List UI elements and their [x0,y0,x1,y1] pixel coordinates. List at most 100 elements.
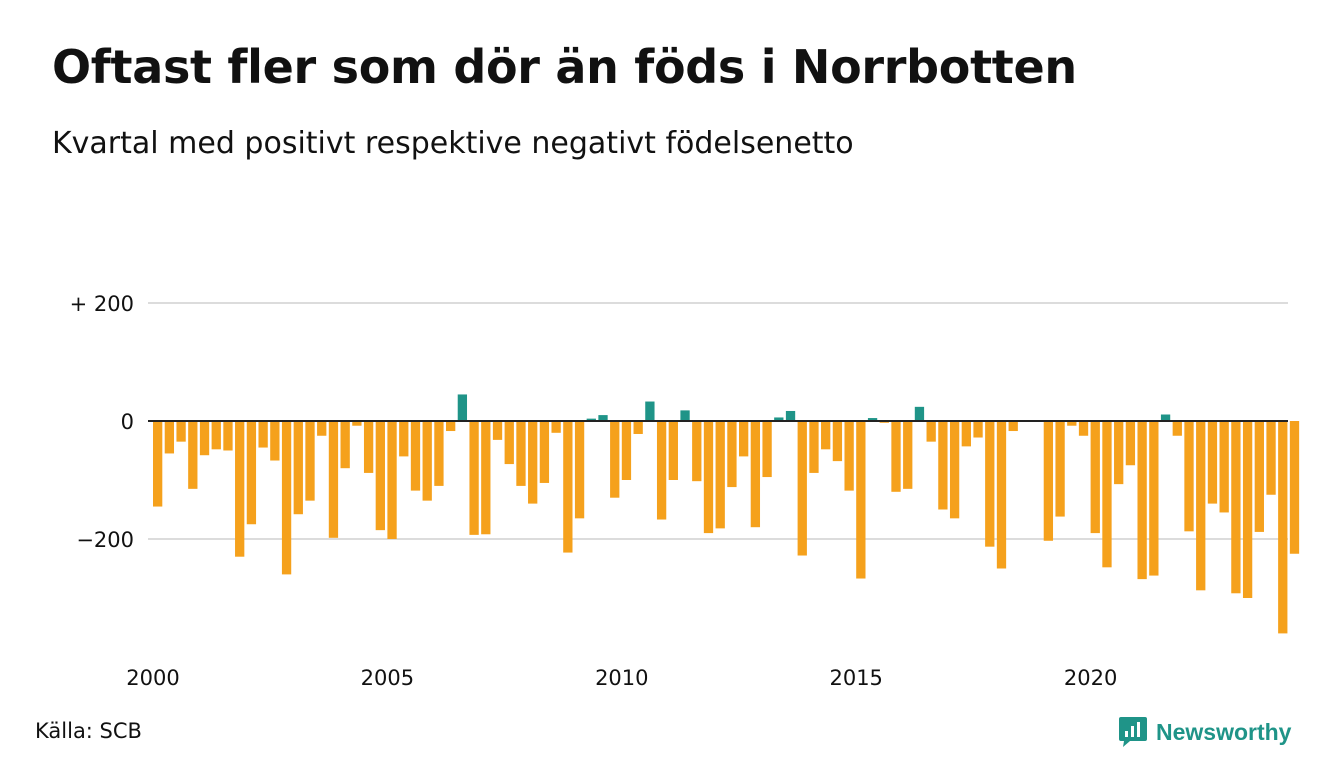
bar [469,421,479,535]
bar [774,417,784,421]
bar [399,421,409,457]
bar [1137,421,1147,580]
bar [328,421,339,538]
bar [434,421,444,486]
y-tick-label: −200 [76,528,134,552]
bar [235,421,245,557]
bar [1266,421,1276,495]
bar [1090,421,1100,534]
bar [281,421,292,575]
source-note: Källa: SCB [35,719,142,743]
x-tick-label: 2005 [361,666,414,690]
bar [867,418,878,421]
bar [211,421,221,450]
bar [1219,421,1229,513]
bar [668,421,678,480]
bar [528,421,538,504]
x-tick-label: 2020 [1064,666,1117,690]
chart-title: Oftast fler som dör än föds i Norrbotten [52,40,1077,94]
bar [1254,421,1264,532]
bar [844,421,854,491]
bar [422,421,432,501]
bar [903,421,913,489]
bar [1184,421,1194,532]
bar [317,421,327,436]
bar [1278,421,1288,634]
bar [715,421,725,529]
bar [856,421,866,579]
bar [1055,421,1065,517]
bar [1114,421,1124,485]
bar [832,421,843,462]
brand-logo: Newsworthy [1118,715,1291,749]
bar [985,421,995,547]
bar [821,421,831,450]
y-tick-label: + 200 [70,292,134,316]
bar [645,401,655,421]
bar [153,421,163,507]
bar [363,421,374,473]
bar [809,421,819,473]
bar [457,394,468,421]
bar [164,421,175,454]
bar [574,421,585,519]
bar [1289,421,1300,554]
bar [258,421,268,448]
bar [352,421,362,426]
bar [563,421,573,553]
bar [340,421,350,469]
bar [891,421,901,492]
bar [973,421,983,438]
bar [305,421,315,501]
bar [926,421,936,442]
bar [621,421,632,480]
brand-name: Newsworthy [1156,718,1292,745]
bar [762,421,772,478]
newsworthy-logo-icon [1119,717,1147,747]
bar [188,421,198,489]
bar [375,421,385,531]
bar [1231,421,1241,594]
bar [797,421,807,556]
bar [680,410,690,421]
bar [1160,414,1171,421]
bar [293,421,303,515]
bar [739,421,749,457]
bar [1242,421,1253,598]
bar [949,421,960,519]
bar [586,418,596,421]
bar [516,421,526,486]
chart-subtitle: Kvartal med positivt respektive negativt… [52,126,854,161]
bar-chart: + 200 0 −200 2000 2005 2010 2015 2020 [70,292,1300,690]
x-tick-label: 2000 [126,666,179,690]
bar [1125,421,1136,466]
bar [656,421,667,520]
bar [692,421,702,482]
bar [1207,421,1218,504]
bar [176,421,186,442]
x-tick-label: 2010 [595,666,648,690]
bar [1008,421,1018,432]
bar [1172,421,1182,436]
bar [785,410,796,421]
bar [551,421,561,433]
bar [446,421,456,432]
bar [223,421,233,451]
bar [750,421,761,528]
bar [270,421,280,461]
bar [1067,421,1077,426]
bar [961,421,971,447]
bar [246,421,257,525]
bar [1078,421,1089,436]
bar [410,421,421,491]
bar [492,421,503,440]
bar [598,415,608,421]
y-tick-label: 0 [121,410,134,434]
bar [727,421,737,488]
bar [539,421,550,483]
bar [938,421,948,510]
bar [504,421,514,465]
bar [610,421,620,498]
bar [633,421,643,434]
bar [914,406,925,421]
